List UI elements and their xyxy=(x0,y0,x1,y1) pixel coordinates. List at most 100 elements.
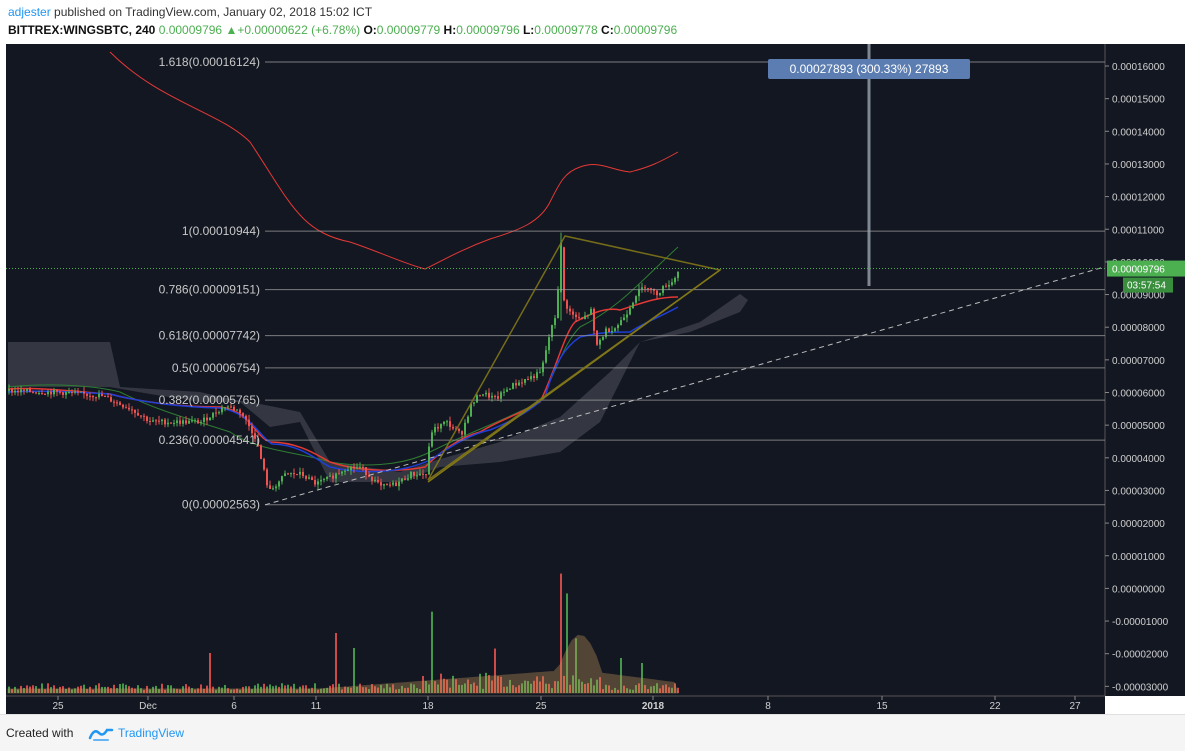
volume-bar xyxy=(146,685,148,693)
fib-level-label: 0.5(0.00006754) xyxy=(172,361,260,375)
volume-bar xyxy=(392,684,394,693)
ichimoku-cloud xyxy=(8,294,748,482)
volume-bar xyxy=(491,680,493,693)
volume-bar xyxy=(101,686,103,693)
candle-body xyxy=(314,479,316,485)
price-axis-label: -0.00001000 xyxy=(1112,617,1169,628)
time-axis[interactable] xyxy=(6,696,1105,714)
candle-body xyxy=(131,409,133,411)
volume-bar xyxy=(434,681,436,693)
volume-bar xyxy=(383,688,385,693)
candle-body xyxy=(413,471,415,476)
candle-body xyxy=(488,392,490,398)
volume-bar xyxy=(641,663,643,693)
volume-bar xyxy=(14,686,16,693)
volume-bar xyxy=(509,679,511,693)
candle-body xyxy=(41,392,43,394)
candle-body xyxy=(158,420,160,422)
candle-body xyxy=(599,339,601,345)
candle-body xyxy=(512,383,514,389)
volume-bar xyxy=(134,688,136,693)
candle-body xyxy=(590,308,592,315)
volume-bar xyxy=(545,683,547,693)
tenkan-line xyxy=(7,306,679,473)
volume-bar xyxy=(230,689,232,693)
candle-body xyxy=(170,422,172,424)
candle-body xyxy=(464,422,466,435)
volume-bar xyxy=(182,686,184,693)
volume-bar xyxy=(305,685,307,693)
volume-bar xyxy=(143,689,145,693)
volume-bar xyxy=(653,685,655,693)
price-axis-label: 0.00005000 xyxy=(1112,421,1165,432)
price-axis-label: 0.00013000 xyxy=(1112,160,1165,171)
candle-body xyxy=(524,379,526,383)
candle-body xyxy=(476,395,478,403)
measure-tooltip xyxy=(768,59,970,79)
candle-body xyxy=(422,473,424,475)
candle-body xyxy=(227,406,229,408)
volume-bar xyxy=(467,679,469,693)
volume-bar xyxy=(257,683,259,693)
candle-body xyxy=(377,479,379,483)
volume-bar xyxy=(23,688,25,693)
candle-body xyxy=(203,417,205,422)
candle-body xyxy=(26,388,28,391)
candle-body xyxy=(506,389,508,392)
volume-bar xyxy=(440,673,442,693)
volume-bar xyxy=(314,683,316,693)
volume-bar xyxy=(335,633,337,693)
volume-bar xyxy=(185,684,187,693)
last-price: 0.00009796 xyxy=(158,23,223,37)
volume-bar xyxy=(194,689,196,693)
volume-bar xyxy=(20,685,22,693)
candle-body xyxy=(293,473,295,475)
candle-body xyxy=(467,416,469,423)
candle-body xyxy=(479,395,481,397)
volume-bar xyxy=(656,683,658,693)
volume-bar xyxy=(308,688,310,693)
price-axis[interactable] xyxy=(1105,44,1185,696)
countdown-tag xyxy=(1123,277,1173,293)
volume-bar xyxy=(590,678,592,693)
fib-level-label: 0.236(0.00004541) xyxy=(159,433,260,447)
volume-bar xyxy=(644,685,646,693)
candle-body xyxy=(260,445,262,459)
volume-bar xyxy=(638,683,640,693)
volume-bar xyxy=(473,682,475,693)
bollinger-upper-line xyxy=(109,51,679,270)
tradingview-link[interactable]: TradingView xyxy=(118,726,185,740)
volume-bar xyxy=(506,686,508,693)
candle-body xyxy=(161,419,163,422)
volume-bar xyxy=(482,688,484,693)
candle-body xyxy=(143,415,145,417)
close-value: 0.00009796 xyxy=(613,23,678,37)
price-chart[interactable]: 1.618(0.00016124) 1(0.00010944) 0.786(0.00… xyxy=(0,42,1185,714)
price-axis-label: 0.00012000 xyxy=(1112,193,1165,204)
volume-bar xyxy=(566,593,568,693)
author-link[interactable]: adjester xyxy=(8,5,51,19)
candle-body xyxy=(20,389,22,393)
candle-body xyxy=(650,288,652,290)
candle-body xyxy=(428,446,430,475)
tradingview-logo-icon xyxy=(88,728,114,741)
volume-bar xyxy=(581,681,583,693)
candle-body xyxy=(116,402,118,404)
candle-body xyxy=(14,390,16,393)
candle-body xyxy=(341,471,343,474)
symbol-label[interactable]: BITTREX:WINGSBTC, 240 xyxy=(8,23,156,37)
candle-body xyxy=(251,426,253,434)
volume-bar xyxy=(197,688,199,693)
volume-bar xyxy=(236,688,238,693)
volume-bar xyxy=(431,611,433,693)
candle-body xyxy=(560,242,562,293)
volume-bar xyxy=(221,687,223,693)
candle-body xyxy=(122,404,124,408)
volume-bar xyxy=(158,689,160,693)
candle-body xyxy=(128,407,130,410)
candle-body xyxy=(353,466,355,469)
candle-body xyxy=(281,476,283,482)
volume-bar xyxy=(521,683,523,693)
volume-bar xyxy=(428,684,430,693)
close-label: C: xyxy=(601,23,614,37)
